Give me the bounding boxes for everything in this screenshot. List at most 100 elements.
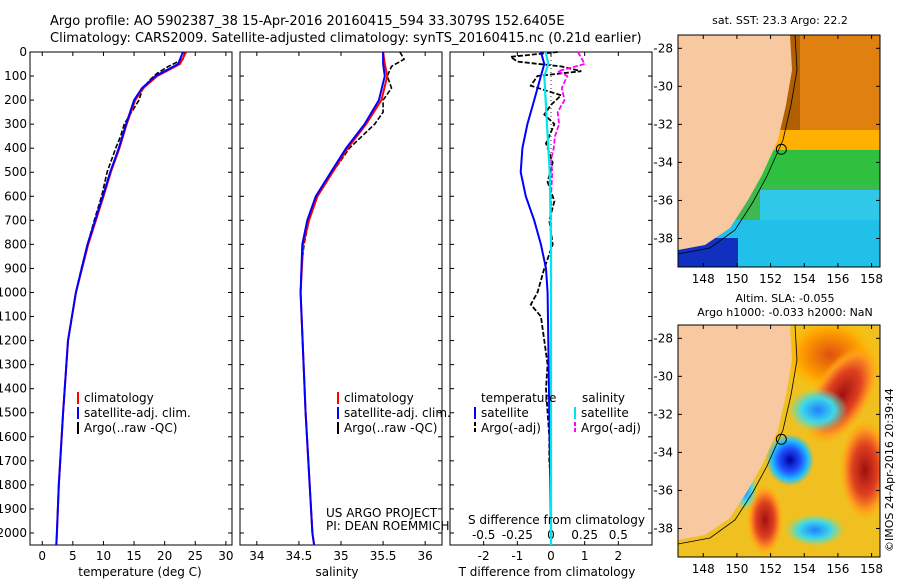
legend-argo: Argo(..raw -QC) [84, 421, 177, 435]
sst-eddy-warm [800, 35, 880, 147]
depth-tick-label: 1200 [0, 334, 27, 348]
satellite-temperature-line [55, 51, 184, 546]
sla-y-tick-label: -32 [653, 407, 673, 421]
difference-legend: temperature salinity satellite satellite… [474, 391, 641, 435]
satellite-t-difference-line [519, 51, 552, 545]
depth-tick-label: 700 [4, 213, 27, 227]
difference-chart: -2 -1 0 1 2-0.5 -0.25 0 0.25 0.5 [472, 51, 628, 563]
salinity-x-tick-label: 36 [418, 549, 433, 563]
temperature-legend: climatology satellite-adj. clim. Argo(..… [77, 391, 191, 435]
sla-cool-patch [788, 388, 848, 432]
sst-land [678, 35, 792, 250]
sla-y-tick-label: -38 [653, 521, 673, 535]
legend-s-satellite: satellite [581, 406, 629, 420]
sla-x-tick-label: 156 [826, 562, 849, 576]
t-difference-tick-label: 2 [615, 549, 623, 563]
depth-tick-label: 200 [4, 93, 27, 107]
sst-y-tick-label: -32 [653, 117, 673, 131]
sla-axes: 148 150 152 154 156 158 -28 -30 -32 -34 -36 -38 [653, 325, 883, 576]
depth-tick-label: 1300 [0, 358, 27, 372]
s-difference-tick-label: -0.5 [472, 528, 495, 542]
header-line2: Climatology: CARS2009. Satellite-adjuste… [50, 31, 642, 46]
argo-s-difference-line [550, 51, 587, 293]
sla-y-tick-label: -34 [653, 445, 673, 459]
depth-tick-label: 1100 [0, 310, 27, 324]
t-difference-xlabel: T difference from climatology [458, 565, 636, 579]
sst-isobath [678, 35, 798, 255]
t-difference-tick-label: -1 [511, 549, 523, 563]
salinity-legend: climatology satellite-adj. clim. Argo(..… [337, 391, 451, 435]
temperature-x-tick-label: 20 [157, 549, 172, 563]
sst-axes: 148 150 152 154 156 158 -28 -30 -32 -34 -36 -38 [653, 35, 883, 286]
sla-map-frame [677, 324, 881, 558]
temperature-x-tick-label: 0 [38, 549, 46, 563]
salinity-x-tick-label: 34 [249, 549, 264, 563]
sla-argo-location [775, 433, 787, 445]
sst-x-tick-label: 152 [759, 272, 782, 286]
sla-map-title: Altim. SLA: -0.055 [735, 292, 834, 305]
sst-map-frame [677, 34, 881, 268]
sla-x-tick-label: 154 [793, 562, 816, 576]
credit-text: ©IMOS 24-Apr-2016 20:39:44 [883, 388, 896, 552]
legend-t-satellite: satellite [481, 406, 529, 420]
depth-tick-label: 500 [4, 165, 27, 179]
t-difference-tick-label: 1 [581, 549, 589, 563]
depth-tick-label: 2000 [0, 526, 27, 540]
sst-x-tick-label: 158 [860, 272, 883, 286]
legend-argo: Argo(..raw -QC) [344, 421, 437, 435]
depth-tick-label: 900 [4, 261, 27, 275]
sla-x-tick-label: 158 [860, 562, 883, 576]
temperature-xlabel: temperature (deg C) [78, 565, 201, 579]
legend-temperature-heading: temperature [481, 391, 556, 405]
depth-tick-label: 1800 [0, 478, 27, 492]
legend-climatology: climatology [84, 391, 154, 405]
sst-y-tick-label: -30 [653, 79, 673, 93]
s-difference-tick-label: 0.5 [609, 528, 628, 542]
depth-tick-label: 1500 [0, 406, 27, 420]
sla-land [678, 325, 792, 540]
t-difference-tick-label: -2 [478, 549, 490, 563]
legend-climatology: climatology [344, 391, 414, 405]
sla-y-tick-label: -36 [653, 483, 673, 497]
sst-x-tick-label: 148 [692, 272, 715, 286]
temperature-x-tick-label: 30 [218, 549, 233, 563]
depth-tick-label: 1000 [0, 285, 27, 299]
climatology-salinity-line [299, 51, 389, 546]
depth-tick-label: 0 [19, 45, 27, 59]
sla-y-tick-label: -28 [653, 331, 673, 345]
temperature-panel [29, 51, 233, 546]
sla-cool-south [785, 514, 845, 546]
sla-map [678, 325, 880, 557]
sla-y-tick-label: -30 [653, 369, 673, 383]
sst-x-tick-label: 150 [725, 272, 748, 286]
sst-map-title: sat. SST: 23.3 Argo: 22.2 [712, 14, 848, 27]
sla-x-tick-label: 152 [759, 562, 782, 576]
s-difference-label: S difference from climatology [468, 513, 645, 527]
sst-x-tick-label: 154 [793, 272, 816, 286]
depth-axis: 0 100 200 300 400 500 600 700 800 900 1000 1100 1200… [0, 45, 652, 540]
sla-warm-south [747, 485, 783, 555]
temperature-x-tick-label: 15 [126, 549, 141, 563]
temperature-x-tick-label: 10 [96, 549, 111, 563]
sla-warm-east [840, 420, 880, 520]
depth-tick-label: 800 [4, 237, 27, 251]
depth-tick-label: 600 [4, 189, 27, 203]
legend-satellite: satellite-adj. clim. [344, 406, 451, 420]
depth-tick-label: 1400 [0, 382, 27, 396]
satellite-salinity-line [299, 52, 386, 546]
temperature-x-tick-label: 25 [188, 549, 203, 563]
salinity-panel [239, 51, 443, 546]
legend-s-argo: Argo(-adj) [581, 421, 641, 435]
salinity-x-tick-label: 35 [333, 549, 348, 563]
sla-x-tick-label: 150 [725, 562, 748, 576]
depth-tick-label: 1700 [0, 454, 27, 468]
salinity-x-tick-label: 35.5 [370, 549, 397, 563]
satellite-s-difference-line [543, 51, 553, 545]
sst-y-tick-label: -38 [653, 231, 673, 245]
depth-tick-label: 400 [4, 141, 27, 155]
legend-t-argo: Argo(-adj) [481, 421, 541, 435]
pi-annotation: PI: DEAN ROEMMICH [326, 519, 449, 533]
salinity-chart: 34 34.5 35 35.5 36 [249, 51, 433, 563]
s-difference-tick-label: -0.25 [502, 528, 533, 542]
